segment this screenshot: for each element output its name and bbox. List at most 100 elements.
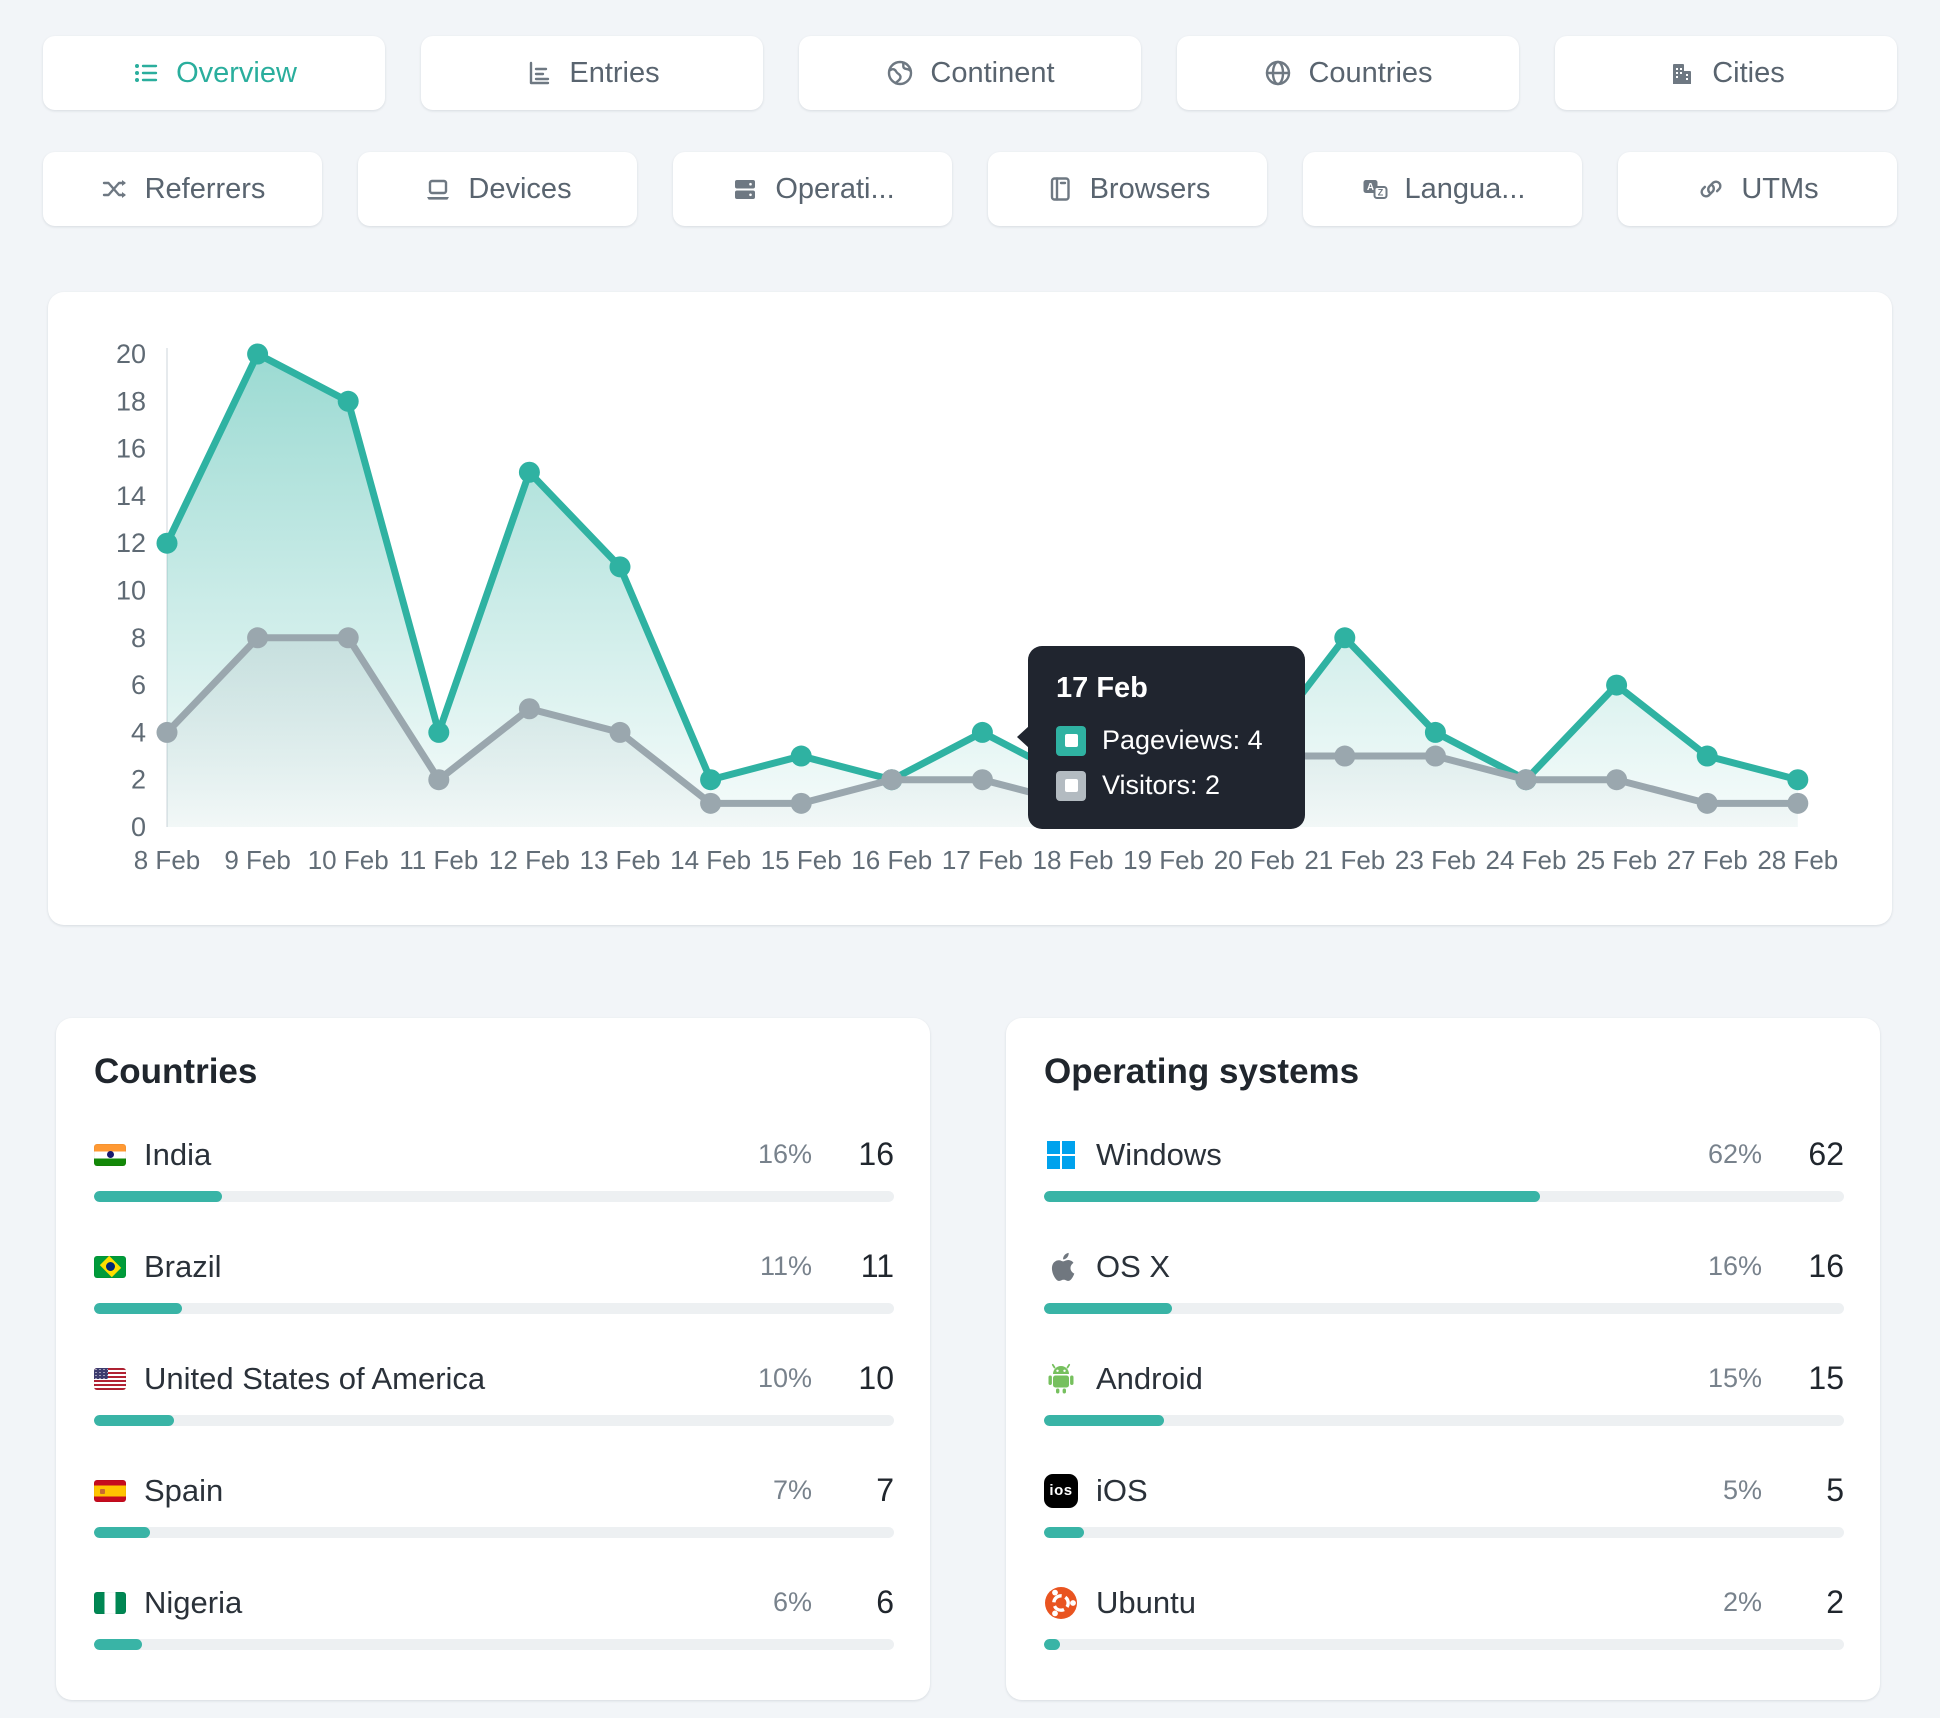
svg-text:19 Feb: 19 Feb xyxy=(1123,845,1204,875)
stat-row-windows[interactable]: Windows 62% 62 xyxy=(1044,1136,1844,1202)
svg-text:13 Feb: 13 Feb xyxy=(580,845,661,875)
svg-text:2: 2 xyxy=(131,765,146,795)
svg-text:Z: Z xyxy=(1377,188,1383,198)
chart-tooltip: 17 Feb Pageviews: 4 Visitors: 2 xyxy=(1017,646,1305,829)
stat-progress-track xyxy=(1044,1191,1844,1202)
stat-row-header: OS X 16% 16 xyxy=(1044,1248,1844,1285)
tab-referrers[interactable]: Referrers xyxy=(43,152,322,226)
countries-panel: Countries India 16% 16 Brazil 11% 11 xyxy=(56,1018,930,1700)
series-swatch-icon xyxy=(1056,770,1086,801)
stat-progress-track xyxy=(1044,1303,1844,1314)
tab-entries[interactable]: Entries xyxy=(421,36,763,110)
tab-label: Cities xyxy=(1712,56,1785,89)
stat-progress-track xyxy=(94,1527,894,1538)
panel-title: Countries xyxy=(94,1052,258,1091)
earth-icon xyxy=(888,60,913,86)
tab-browsers[interactable]: Browsers xyxy=(988,152,1267,226)
ubuntu-icon xyxy=(1044,1586,1078,1620)
svg-text:6: 6 xyxy=(131,670,146,700)
stat-progress-fill xyxy=(94,1191,222,1202)
tab-operati[interactable]: Operati... xyxy=(673,152,952,226)
stat-row-android[interactable]: Android 15% 15 xyxy=(1044,1360,1844,1426)
tab-label: Devices xyxy=(468,172,572,205)
stat-progress-fill xyxy=(1044,1415,1164,1426)
svg-text:18 Feb: 18 Feb xyxy=(1033,845,1114,875)
bar-chart-icon xyxy=(530,61,550,85)
svg-text:28 Feb: 28 Feb xyxy=(1757,845,1838,875)
list-icon xyxy=(135,64,158,82)
svg-text:14 Feb: 14 Feb xyxy=(670,845,751,875)
stat-row-nigeria[interactable]: Nigeria 6% 6 xyxy=(94,1584,894,1650)
stat-name: India xyxy=(144,1136,212,1172)
stat-progress-track xyxy=(94,1191,894,1202)
tab-label: Entries xyxy=(569,56,660,89)
stat-progress-fill xyxy=(94,1639,142,1650)
stat-value: 5 xyxy=(1826,1472,1844,1508)
stat-percent: 7% xyxy=(772,1475,812,1505)
apple-icon xyxy=(1044,1250,1078,1284)
tab-label: Continent xyxy=(930,56,1055,89)
svg-text:15 Feb: 15 Feb xyxy=(761,845,842,875)
stat-progress-fill xyxy=(94,1303,182,1314)
stat-row-spain[interactable]: Spain 7% 7 xyxy=(94,1472,894,1538)
stat-name: Windows xyxy=(1096,1136,1222,1172)
svg-text:20 Feb: 20 Feb xyxy=(1214,845,1295,875)
svg-text:17 Feb: 17 Feb xyxy=(942,845,1023,875)
operating-systems-list: Windows 62% 62 OS X 16% 16 xyxy=(1044,1136,1844,1650)
stat-value: 7 xyxy=(876,1472,894,1508)
stat-value: 16 xyxy=(858,1136,894,1172)
tab-label: Browsers xyxy=(1089,172,1211,205)
stat-row-ios[interactable]: ios iOS 5% 5 xyxy=(1044,1472,1844,1538)
stat-percent: 16% xyxy=(757,1139,812,1169)
stat-name: iOS xyxy=(1096,1472,1148,1508)
stat-progress-track xyxy=(1044,1639,1844,1650)
spain-flag-icon xyxy=(94,1479,126,1502)
svg-text:8: 8 xyxy=(131,623,146,653)
shuffle-icon xyxy=(102,180,126,198)
stat-progress-track xyxy=(1044,1415,1844,1426)
stat-row-os-x[interactable]: OS X 16% 16 xyxy=(1044,1248,1844,1314)
tab-langua[interactable]: A Z Langua... xyxy=(1303,152,1582,226)
tooltip-date: 17 Feb xyxy=(1056,672,1148,704)
operating-systems-panel: Operating systems Windows 62% 62 OS X 16… xyxy=(1006,1018,1880,1700)
stat-name: Spain xyxy=(144,1472,224,1508)
tab-continent[interactable]: Continent xyxy=(799,36,1141,110)
tab-label: Countries xyxy=(1308,56,1433,89)
stat-progress-fill xyxy=(1044,1191,1540,1202)
stat-row-brazil[interactable]: Brazil 11% 11 xyxy=(94,1248,894,1314)
translate-icon: A Z xyxy=(1363,180,1388,199)
svg-text:18: 18 xyxy=(116,386,146,416)
stat-name: Ubuntu xyxy=(1096,1584,1196,1620)
svg-text:14: 14 xyxy=(116,481,146,511)
stat-percent: 10% xyxy=(757,1363,812,1393)
stat-percent: 2% xyxy=(1722,1587,1762,1617)
svg-text:21 Feb: 21 Feb xyxy=(1304,845,1385,875)
tab-cities[interactable]: Cities xyxy=(1555,36,1897,110)
stat-percent: 5% xyxy=(1722,1475,1762,1505)
stat-percent: 6% xyxy=(772,1587,812,1617)
countries-list: India 16% 16 Brazil 11% 11 United States… xyxy=(94,1136,894,1650)
svg-text:12 Feb: 12 Feb xyxy=(489,845,570,875)
stat-row-india[interactable]: India 16% 16 xyxy=(94,1136,894,1202)
pageviews-visitors-chart[interactable]: 0 2 4 6 8 10 12 14 16 18 20 8 Feb 9 Feb 10 Feb 11 Feb 1… xyxy=(48,292,1892,925)
tab-devices[interactable]: Devices xyxy=(358,152,637,226)
stat-progress-fill xyxy=(1044,1527,1084,1538)
stat-row-header: India 16% 16 xyxy=(94,1136,894,1173)
svg-text:A: A xyxy=(1366,182,1373,193)
tab-countries[interactable]: Countries xyxy=(1177,36,1519,110)
tab-overview[interactable]: Overview xyxy=(43,36,385,110)
tab-label: UTMs xyxy=(1741,172,1819,205)
stat-name: Brazil xyxy=(144,1248,222,1284)
stat-name: Nigeria xyxy=(144,1584,243,1620)
series-swatch-icon xyxy=(1056,725,1086,756)
tab-label: Langua... xyxy=(1404,172,1526,205)
svg-text:24 Feb: 24 Feb xyxy=(1486,845,1567,875)
stat-row-header: Windows 62% 62 xyxy=(1044,1136,1844,1173)
stat-progress-track xyxy=(94,1639,894,1650)
tab-utms[interactable]: UTMs xyxy=(1618,152,1897,226)
stat-row-ubuntu[interactable]: Ubuntu 2% 2 xyxy=(1044,1584,1844,1650)
tab-label: Operati... xyxy=(775,172,895,205)
stat-percent: 15% xyxy=(1707,1363,1762,1393)
stat-row-united-states-of-america[interactable]: United States of America 10% 10 xyxy=(94,1360,894,1426)
india-flag-icon xyxy=(94,1143,126,1166)
